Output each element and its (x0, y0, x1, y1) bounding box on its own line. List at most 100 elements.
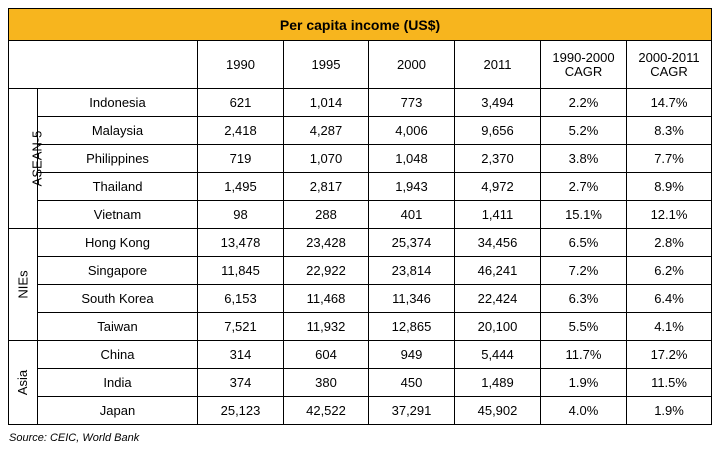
income-table: Per capita income (US$) 1990 1995 2000 2011… (7, 8, 713, 425)
value-cell: 2,418 (197, 116, 284, 145)
value-cell: 15.1% (540, 200, 627, 229)
group-label: NIEs (15, 270, 31, 299)
column-header: 2000 (368, 40, 455, 89)
value-cell: 14.7% (625, 88, 713, 117)
value-cell: 17.2% (625, 340, 713, 369)
value-cell: 12,865 (368, 312, 455, 341)
value-cell: 6.4% (625, 284, 713, 313)
value-cell: 2.2% (540, 88, 627, 117)
country-name: Taiwan (37, 312, 198, 341)
value-cell: 4,972 (454, 172, 541, 201)
country-name: Indonesia (37, 88, 198, 117)
value-cell: 288 (283, 200, 369, 229)
value-cell: 11.7% (540, 340, 627, 369)
value-cell: 1,495 (197, 172, 284, 201)
value-cell: 20,100 (454, 312, 541, 341)
country-name: Thailand (37, 172, 198, 201)
value-cell: 8.9% (625, 172, 713, 201)
table-row: Taiwan 7,521 11,932 12,865 20,100 5.5% 4.1% (9, 312, 713, 341)
value-cell: 4,006 (368, 116, 455, 145)
country-name: Singapore (37, 256, 198, 285)
source-note: Source: CEIC, World Bank (9, 432, 140, 444)
value-cell: 719 (197, 144, 284, 173)
title-row: Per capita income (US$) (7, 8, 713, 41)
value-cell: 1,070 (283, 144, 369, 173)
value-cell: 5.2% (540, 116, 627, 145)
value-cell: 6.5% (540, 228, 627, 257)
value-cell: 314 (197, 340, 284, 369)
value-cell: 46,241 (454, 256, 541, 285)
value-cell: 23,428 (283, 228, 369, 257)
table-row: Japan 25,123 42,522 37,291 45,902 4.0% 1.9% (9, 396, 713, 425)
value-cell: 450 (368, 368, 455, 397)
value-cell: 23,814 (368, 256, 455, 285)
column-header: 1990-2000 CAGR (540, 40, 627, 89)
country-name: India (37, 368, 198, 397)
value-cell: 7.7% (625, 144, 713, 173)
value-cell: 1,048 (368, 144, 455, 173)
value-cell: 1.9% (540, 368, 627, 397)
group-label-cell: NIEs (8, 228, 38, 341)
value-cell: 1,411 (454, 200, 541, 229)
value-cell: 604 (283, 340, 369, 369)
value-cell: 34,456 (454, 228, 541, 257)
group-label-cell: Asia (8, 340, 38, 425)
country-name: South Korea (37, 284, 198, 313)
value-cell: 621 (197, 88, 284, 117)
country-name: Japan (37, 396, 198, 425)
table-row: Singapore 11,845 22,922 23,814 46,241 7.2% 6.2… (9, 256, 713, 285)
value-cell: 1.9% (625, 396, 713, 425)
value-cell: 11,845 (197, 256, 284, 285)
header-blank-cell (8, 40, 198, 89)
column-header: 1995 (283, 40, 369, 89)
table-row: ASEAN-5 Indonesia 621 1,014 773 3,494 2.2% 14.7… (8, 88, 713, 229)
value-cell: 13,478 (197, 228, 284, 257)
value-cell: 25,123 (197, 396, 284, 425)
value-cell: 5.5% (540, 312, 627, 341)
country-name: China (37, 340, 198, 369)
value-cell: 401 (368, 200, 455, 229)
value-cell: 1,489 (454, 368, 541, 397)
country-name: Hong Kong (37, 228, 198, 257)
value-cell: 6,153 (197, 284, 284, 313)
value-cell: 4.0% (540, 396, 627, 425)
value-cell: 4,287 (283, 116, 369, 145)
table-row: Asia China 314 604 949 5,444 11.7% 17.2% (8, 340, 713, 425)
value-cell: 7.2% (540, 256, 627, 285)
value-cell: 22,424 (454, 284, 541, 313)
value-cell: 2,817 (283, 172, 369, 201)
group-label: Asia (15, 369, 31, 396)
table-row: Vietnam 98 288 401 1,411 15.1% 12.1% (9, 200, 713, 229)
value-cell: 3.8% (540, 144, 627, 173)
value-cell: 4.1% (625, 312, 713, 341)
value-cell: 22,922 (283, 256, 369, 285)
value-cell: 6.3% (540, 284, 627, 313)
value-cell: 37,291 (368, 396, 455, 425)
column-header: 1990 (197, 40, 284, 89)
value-cell: 2.7% (540, 172, 627, 201)
table-row: Thailand 1,495 2,817 1,943 4,972 2.7% 8.9% (9, 172, 713, 201)
value-cell: 1,943 (368, 172, 455, 201)
country-name: Vietnam (37, 200, 198, 229)
value-cell: 12.1% (625, 200, 713, 229)
header-row: 1990 1995 2000 2011 1990-2000 CAGR 2000-2011 … (8, 40, 713, 89)
value-cell: 5,444 (454, 340, 541, 369)
table-row: Philippines 719 1,070 1,048 2,370 3.8% 7.7% (9, 144, 713, 173)
value-cell: 3,494 (454, 88, 541, 117)
value-cell: 374 (197, 368, 284, 397)
table-row: South Korea 6,153 11,468 11,346 22,424 6.3% 6.… (9, 284, 713, 313)
country-name: Malaysia (37, 116, 198, 145)
value-cell: 11,346 (368, 284, 455, 313)
value-cell: 380 (283, 368, 369, 397)
value-cell: 2,370 (454, 144, 541, 173)
value-cell: 11,932 (283, 312, 369, 341)
value-cell: 8.3% (625, 116, 713, 145)
value-cell: 6.2% (625, 256, 713, 285)
value-cell: 9,656 (454, 116, 541, 145)
value-cell: 7,521 (197, 312, 284, 341)
column-header: 2000-2011 CAGR (625, 40, 713, 89)
group-label: ASEAN-5 (29, 130, 45, 187)
value-cell: 45,902 (454, 396, 541, 425)
table-row: India 374 380 450 1,489 1.9% 11.5% (9, 368, 713, 397)
column-header: 2011 (454, 40, 541, 89)
